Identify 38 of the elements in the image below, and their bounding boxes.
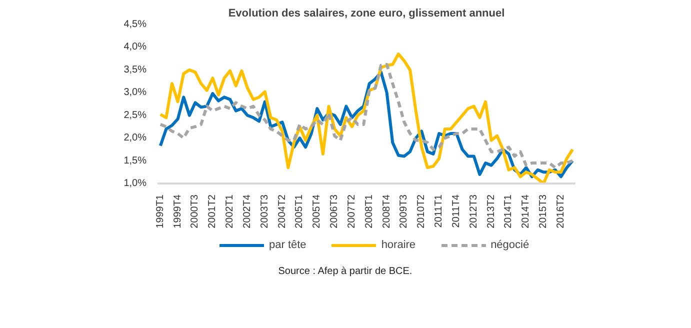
x-tick-label: 2005T1 <box>294 194 306 228</box>
y-tick-label: 4,0% <box>124 42 147 53</box>
line-series <box>158 52 574 184</box>
y-tick-label: 4,5% <box>124 19 147 30</box>
y-tick-label: 2,0% <box>124 132 147 144</box>
x-tick-label: 2007T2 <box>346 194 358 228</box>
x-tick-label: 2010T2 <box>416 194 428 228</box>
x-tick-label: 1999T4 <box>172 194 184 228</box>
x-tick-label: 2005T4 <box>312 194 323 228</box>
x-tick-label: 2008T1 <box>364 194 375 228</box>
x-tick-label: 1999T1 <box>154 194 166 228</box>
x-tick-label: 2008T4 <box>381 194 392 228</box>
x-tick-label: 2016T2 <box>555 194 566 228</box>
x-tick-label: 2001T2 <box>207 194 218 228</box>
x-tick-label: 2013T2 <box>486 194 497 228</box>
y-tick-label: 3,0% <box>124 87 147 98</box>
x-tick-label: 2003T3 <box>259 194 270 228</box>
x-tick-label: 2011T4 <box>450 194 462 228</box>
chart-title: Evolution des salaires, zone euro, glissement annuel <box>228 8 505 20</box>
x-tick-label: 2012T3 <box>468 194 480 228</box>
y-tick-label: 3,5% <box>124 64 147 76</box>
x-tick-label: 2014T4 <box>520 194 532 228</box>
source-note: Source : Afep à partir de BCE. <box>278 266 412 277</box>
x-tick-label: 2011T1 <box>434 194 445 228</box>
y-tick-label: 1,5% <box>124 155 147 166</box>
legend-label: par tête <box>269 239 306 251</box>
x-tick-label: 2002T1 <box>224 194 236 228</box>
y-tick-label: 2,5% <box>124 110 147 121</box>
x-tick-label: 2014T1 <box>503 194 514 228</box>
y-tick-label: 1,0% <box>124 178 147 189</box>
x-tick-label: 2015T3 <box>538 194 550 228</box>
x-tick-label: 2000T3 <box>190 194 201 228</box>
x-tick-label: 2002T4 <box>242 194 253 228</box>
x-tick-label: 2004T2 <box>276 194 288 228</box>
x-tick-label: 2009T3 <box>398 194 410 228</box>
legend-label: horaire <box>381 239 416 251</box>
x-tick-label: 2006T3 <box>329 194 340 228</box>
legend-label: négocié <box>490 239 530 251</box>
